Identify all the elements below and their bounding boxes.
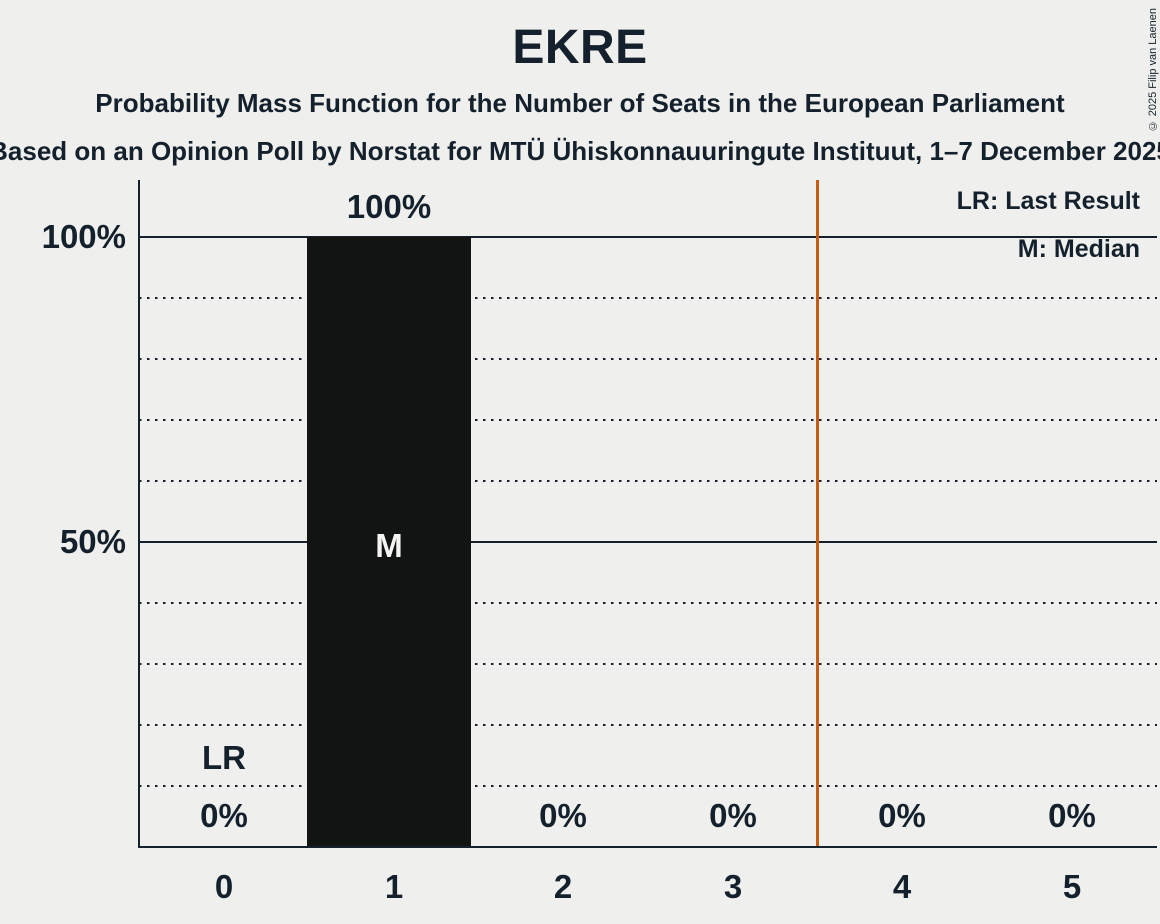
chart-subtitle: Probability Mass Function for the Number… [95, 88, 1065, 118]
gridline-dotted-70pct [139, 419, 1157, 421]
chart-source-text: Based on an Opinion Poll by Norstat for … [0, 136, 1160, 166]
last-result-marker-label: LR [202, 739, 246, 776]
gridline-dotted-30pct [139, 663, 1157, 665]
value-label-seat-4: 0% [878, 797, 926, 834]
value-label-seat-0: 0% [200, 797, 248, 834]
value-label-seat-1: 100% [346, 188, 432, 225]
gridline-solid-100pct [139, 236, 1157, 238]
reference-line [816, 180, 819, 846]
page-title: EKRE [512, 21, 648, 74]
gridline-dotted-60pct [139, 480, 1157, 482]
x-tick-label-1: 1 [384, 868, 404, 905]
gridline-dotted-20pct [139, 724, 1157, 726]
x-tick-label-2: 2 [553, 868, 573, 905]
x-axis-line [138, 846, 1157, 848]
copyright-text: © 2025 Filip van Laenen [1147, 8, 1159, 132]
x-tick-label-4: 4 [892, 868, 912, 905]
gridline-dotted-40pct [139, 602, 1157, 604]
gridline-dotted-90pct [139, 297, 1157, 299]
y-tick-label-100: 100% [41, 218, 126, 255]
x-tick-label-5: 5 [1062, 868, 1082, 905]
value-label-seat-5: 0% [1048, 797, 1096, 834]
x-tick-label-0: 0 [214, 868, 234, 905]
gridline-solid-50pct [139, 541, 1157, 543]
value-label-seat-2: 0% [539, 797, 587, 834]
value-label-seat-3: 0% [709, 797, 757, 834]
legend-last-result: LR: Last Result [956, 187, 1140, 215]
x-tick-label-3: 3 [723, 868, 743, 905]
y-tick-label-50: 50% [59, 523, 126, 560]
gridline-dotted-10pct [139, 785, 1157, 787]
chart-source-line: Based on an Opinion Poll by Norstat for … [0, 136, 1160, 176]
y-axis-line [138, 180, 140, 848]
median-marker-label: M [375, 527, 403, 564]
gridline-dotted-80pct [139, 358, 1157, 360]
legend-median: M: Median [1017, 235, 1140, 263]
bar-seat-1 [307, 237, 471, 847]
